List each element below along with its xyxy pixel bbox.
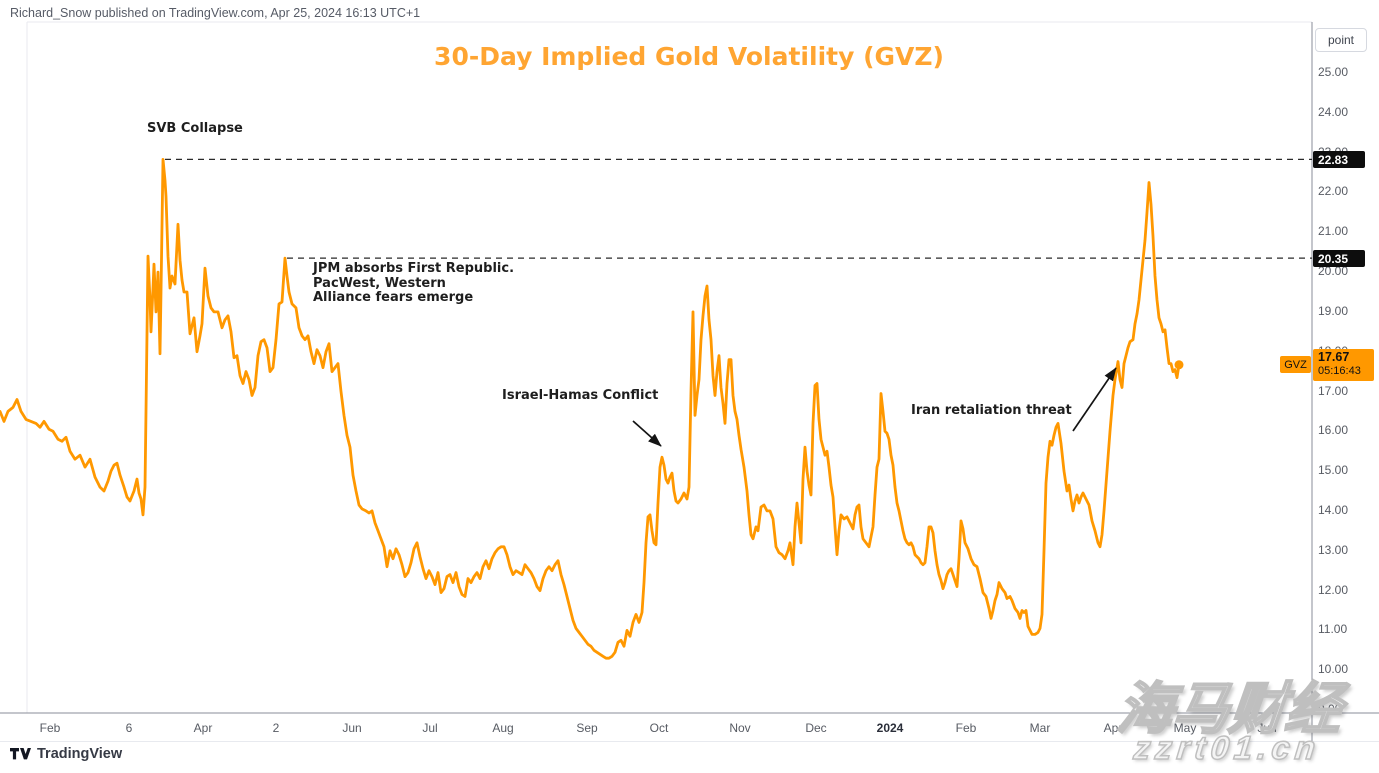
x-axis-tick-label: Oct <box>649 721 669 735</box>
x-axis-tick-label: Apr <box>1103 721 1123 735</box>
annotation-israel-hamas: Israel-Hamas Conflict <box>502 388 659 403</box>
y-axis-tick-label: 11.00 <box>1318 622 1348 636</box>
x-axis-tick-label: 6 <box>125 721 133 735</box>
y-axis-tick-label: 14.00 <box>1318 503 1349 517</box>
y-axis-tick-label: 16.00 <box>1318 423 1349 437</box>
x-axis-tick-label: Feb <box>39 721 61 735</box>
x-axis-tick-label: Jul <box>422 721 438 735</box>
x-axis-tick-label: Dec <box>805 721 827 735</box>
annotation-svb-collapse: SVB Collapse <box>147 121 243 136</box>
last-price-countdown: 05:16:43 <box>1318 365 1361 377</box>
x-axis-tick-label: Apr <box>193 721 213 735</box>
gvz-price-line <box>0 158 1181 660</box>
x-axis-tick-label: Sep <box>576 721 598 735</box>
y-axis-tick-label: 10.00 <box>1318 662 1349 676</box>
y-axis-tick-label: 21.00 <box>1318 224 1349 238</box>
y-axis-tick-label: 22.00 <box>1318 184 1349 198</box>
price-level-label-jpm: 20.35 <box>1313 250 1365 267</box>
x-axis-tick-label: May <box>1173 721 1197 735</box>
series-ticker-tag: GVZ <box>1280 356 1311 373</box>
annotation-jpm-first-republic: JPM absorbs First Republic. PacWest, Wes… <box>313 261 515 305</box>
iran-retaliation-arrow <box>1072 367 1117 432</box>
y-axis-tick-label: 25.00 <box>1318 65 1349 79</box>
x-axis-tick-label: Aug <box>492 721 514 735</box>
axis-unit-label: point <box>1327 33 1355 47</box>
tradingview-logo-link[interactable]: TradingView <box>10 746 122 762</box>
tradingview-logo-text: TradingView <box>37 746 123 762</box>
y-axis-tick-label: 19.00 <box>1318 304 1349 318</box>
last-price-label: 17.67 05:16:43 <box>1313 349 1374 381</box>
x-axis-tick-label: Nov <box>729 721 751 735</box>
y-axis-tick-label: 24.00 <box>1318 105 1349 119</box>
y-axis-tick-label: 9.00 <box>1318 702 1342 716</box>
x-axis-tick-label: 2024 <box>876 721 904 735</box>
y-axis-tick-label: 15.00 <box>1318 463 1349 477</box>
price-level-label-high: 22.83 <box>1313 151 1365 168</box>
annotation-iran-retaliation: Iran retaliation threat <box>911 403 1072 418</box>
y-axis-tick-label: 12.00 <box>1318 583 1349 597</box>
chart-title: 30-Day Implied Gold Volatility (GVZ) <box>434 42 944 71</box>
y-axis-tick-label: 20.00 <box>1318 264 1349 278</box>
last-price-value: 17.67 <box>1318 350 1350 364</box>
y-axis-tick-label: 13.00 <box>1318 543 1349 557</box>
tradingview-logo-icon <box>10 748 31 760</box>
y-axis-tick-label: 17.00 <box>1318 384 1349 398</box>
x-axis-tick-label: 2 <box>272 721 280 735</box>
x-axis-tick-label: Feb <box>955 721 977 735</box>
publish-header: Richard_Snow published on TradingView.co… <box>10 6 421 20</box>
x-axis-tick-label: Jun <box>342 721 362 735</box>
x-axis-tick-label: Mar <box>1029 721 1051 735</box>
last-price-dot <box>1174 360 1184 370</box>
israel-hamas-arrow <box>632 420 662 447</box>
axis-unit-button[interactable]: point <box>1315 28 1367 52</box>
x-axis-tick-label: Jun <box>1257 721 1277 735</box>
